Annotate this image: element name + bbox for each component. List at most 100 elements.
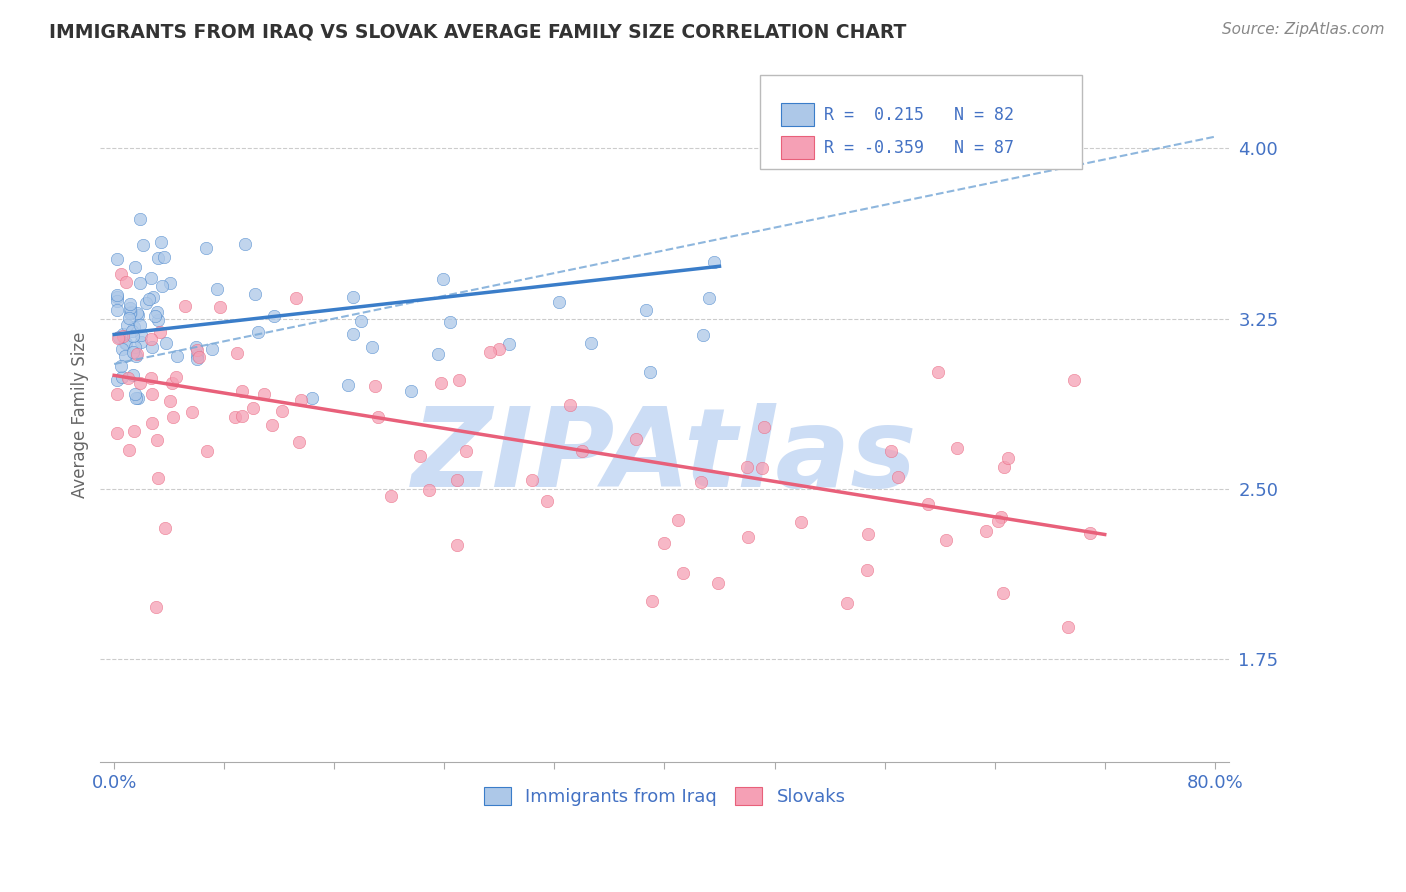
Point [337,377,360,392]
Text: R =  0.215   N = 82: R = 0.215 N = 82 [824,106,1014,124]
Point [112,327,135,342]
Legend: Immigrants from Iraq, Slovaks: Immigrants from Iraq, Slovaks [474,778,855,815]
Text: IMMIGRANTS FROM IRAQ VS SLOVAK AVERAGE FAMILY SIZE CORRELATION CHART: IMMIGRANTS FROM IRAQ VS SLOVAK AVERAGE F… [49,22,907,41]
FancyBboxPatch shape [761,76,1081,169]
Point [128,318,150,332]
Point [186,343,208,357]
Point [166,349,188,363]
Point [409,450,432,464]
Point [361,340,384,354]
Point [139,270,162,285]
Point [478,344,501,359]
Point [114,275,136,289]
Point [105,373,128,387]
Point [887,469,910,483]
Point [1063,373,1085,387]
Point [652,536,675,550]
Point [125,391,148,405]
Point [128,211,150,226]
Point [429,376,451,391]
Point [121,324,143,338]
Point [837,596,859,610]
Point [122,424,145,438]
Point [142,290,165,304]
Point [143,309,166,323]
Point [751,460,773,475]
Point [114,335,136,350]
Point [253,386,276,401]
Point [146,313,169,327]
Point [201,343,224,357]
Point [122,344,145,359]
Point [226,345,249,359]
Point [697,291,720,305]
Point [271,404,294,418]
Point [488,342,510,356]
Point [990,510,1012,524]
Point [367,409,389,424]
Point [125,349,148,363]
Point [974,524,997,538]
Point [243,286,266,301]
Point [135,296,157,310]
Point [579,335,602,350]
Point [127,308,149,322]
Point [118,297,141,311]
Point [120,306,142,320]
Point [110,267,132,281]
Point [105,293,128,308]
Point [856,563,879,577]
Text: Source: ZipAtlas.com: Source: ZipAtlas.com [1222,22,1385,37]
Point [856,527,879,541]
Point [790,515,813,529]
Point [418,483,440,497]
Point [122,368,145,382]
Point [195,444,218,458]
Point [446,473,468,487]
Point [132,238,155,252]
Point [149,235,172,249]
Point [399,384,422,398]
Point [128,376,150,390]
Point [666,513,689,527]
Point [125,347,148,361]
Point [690,475,713,489]
Point [186,351,208,366]
Point [141,371,163,385]
Point [456,444,478,458]
Point [162,409,184,424]
Text: R = -0.359   N = 87: R = -0.359 N = 87 [824,139,1014,157]
Point [231,384,253,398]
Point [107,302,129,317]
Point [111,329,134,343]
Bar [780,103,814,126]
Point [120,305,142,319]
Point [141,387,163,401]
Point [638,365,661,379]
Point [641,594,664,608]
Point [571,444,593,458]
Y-axis label: Average Family Size: Average Family Size [72,332,89,499]
Point [108,329,131,343]
Point [188,351,211,365]
Point [118,443,141,458]
Point [195,241,218,255]
Point [880,443,903,458]
Point [114,335,136,350]
Point [917,497,939,511]
Point [129,335,152,350]
Point [150,278,173,293]
Point [148,470,170,484]
Point [935,533,957,547]
Point [118,301,141,316]
Point [446,537,468,551]
Point [208,301,231,315]
Point [122,319,145,334]
Point [105,252,128,267]
Point [707,576,730,591]
Point [231,409,253,424]
Point [426,347,449,361]
Point [692,328,714,343]
Point [224,410,246,425]
Point [165,370,187,384]
